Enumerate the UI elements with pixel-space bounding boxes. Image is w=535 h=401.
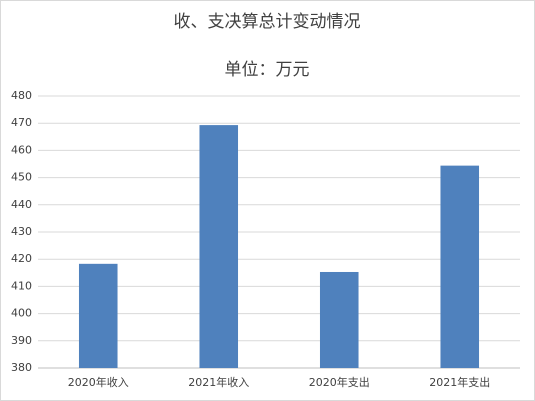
chart-title: 收、支决算总计变动情况 <box>174 12 361 32</box>
y-tick-label: 460 <box>11 143 32 156</box>
y-tick-label: 420 <box>11 252 32 265</box>
y-tick-label: 410 <box>11 279 32 292</box>
bar <box>319 271 359 368</box>
x-tick-label: 2020年支出 <box>309 375 370 389</box>
chart-subtitle: 单位：万元 <box>225 60 310 80</box>
bar <box>199 125 239 368</box>
bar <box>440 165 480 368</box>
x-tick-label: 2021年收入 <box>188 375 249 389</box>
y-tick-label: 430 <box>11 225 32 238</box>
y-tick-label: 400 <box>11 307 32 320</box>
y-tick-label: 440 <box>11 198 32 211</box>
y-tick-label: 380 <box>11 361 32 374</box>
x-tick-label: 2021年支出 <box>429 375 490 389</box>
x-tick-label: 2020年收入 <box>68 375 129 389</box>
y-tick-label: 470 <box>11 116 32 129</box>
y-tick-label: 390 <box>11 334 32 347</box>
bar <box>78 263 118 368</box>
y-tick-label: 450 <box>11 171 32 184</box>
y-tick-label: 480 <box>11 89 32 102</box>
